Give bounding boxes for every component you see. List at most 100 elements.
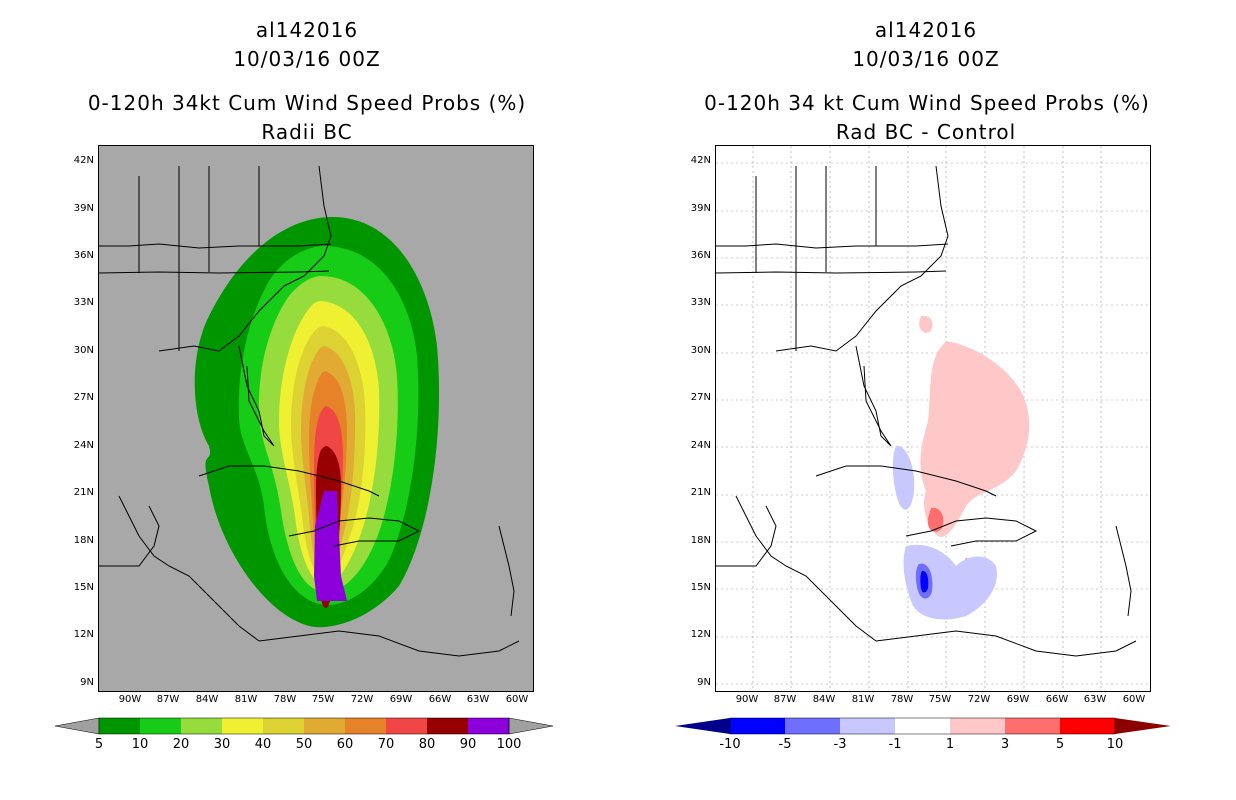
cbar-label: 90 xyxy=(459,737,477,752)
lon-label: 84W xyxy=(195,694,219,705)
lat-label: 33N xyxy=(73,297,94,308)
lon-label: 75W xyxy=(311,694,335,705)
cbar-label: 5 xyxy=(94,737,104,752)
left-cbar-over-arrow xyxy=(508,717,554,735)
right-title: 0-120h 34 kt Cum Wind Speed Probs (%) xyxy=(704,91,1150,115)
lat-label: 9N xyxy=(80,677,94,688)
cbar-label: 10 xyxy=(131,737,149,752)
lat-label: 15N xyxy=(690,582,711,593)
cbar-label: -3 xyxy=(833,737,847,752)
left-datetime: 10/03/16 00Z xyxy=(233,47,381,71)
right-coastlines xyxy=(716,165,1137,657)
right-cbar-p3-p5 xyxy=(1005,718,1060,734)
cbar-label: 50 xyxy=(295,737,313,752)
lon-label: 78W xyxy=(890,694,914,705)
lon-label: 72W xyxy=(967,694,991,705)
right-cbar-p5-p10 xyxy=(1060,718,1115,734)
lat-label: 12N xyxy=(690,629,711,640)
left-cbar-50-60 xyxy=(304,718,345,734)
lat-label: 21N xyxy=(690,487,711,498)
left-title: 0-120h 34kt Cum Wind Speed Probs (%) xyxy=(87,91,527,115)
right-datetime: 10/03/16 00Z xyxy=(852,47,1000,71)
cbar-label: 40 xyxy=(254,737,272,752)
lon-label: 78W xyxy=(273,694,297,705)
lon-label: 63W xyxy=(466,694,490,705)
lon-label: 81W xyxy=(234,694,258,705)
right-cbar-under-arrow xyxy=(675,718,730,734)
right-colorbar xyxy=(675,717,1171,735)
lat-label: 42N xyxy=(690,155,711,166)
lon-label: 60W xyxy=(1122,694,1146,705)
cbar-label: 80 xyxy=(418,737,436,752)
diff-negative-west xyxy=(892,445,915,510)
cbar-label: 30 xyxy=(213,737,231,752)
diff-positive-light xyxy=(920,341,1030,537)
cbar-label: 1 xyxy=(945,737,955,752)
left-cbar-70-80 xyxy=(386,718,427,734)
left-cbar-20-30 xyxy=(181,718,222,734)
right-cbar-over-arrow xyxy=(1115,718,1171,734)
left-map-svg xyxy=(99,146,533,691)
lat-label: 39N xyxy=(73,203,94,214)
cbar-label: 60 xyxy=(336,737,354,752)
lat-label: 18N xyxy=(73,535,94,546)
lon-label: 72W xyxy=(350,694,374,705)
cbar-label: -10 xyxy=(719,737,741,752)
left-subtitle: Radii BC xyxy=(261,120,353,144)
right-map xyxy=(715,145,1151,692)
lon-label: 90W xyxy=(735,694,759,705)
lat-label: 21N xyxy=(73,487,94,498)
lat-label: 15N xyxy=(73,582,94,593)
diff-negative-strong xyxy=(920,570,929,593)
lat-label: 12N xyxy=(73,629,94,640)
right-cbar-n5-n3 xyxy=(785,718,840,734)
diff-positive-medium xyxy=(927,507,944,532)
cbar-label: 5 xyxy=(1055,737,1065,752)
cbar-label: 20 xyxy=(172,737,190,752)
lon-label: 87W xyxy=(156,694,180,705)
lat-label: 33N xyxy=(690,297,711,308)
left-cbar-5-10 xyxy=(99,718,140,734)
cbar-label: 3 xyxy=(1000,737,1010,752)
diff-positive-small xyxy=(919,315,933,333)
left-colorbar xyxy=(55,717,554,735)
lat-label: 24N xyxy=(690,440,711,451)
lon-label: 60W xyxy=(505,694,529,705)
lon-label: 66W xyxy=(428,694,452,705)
right-cbar-p1-p3 xyxy=(950,718,1005,734)
lat-label: 39N xyxy=(690,203,711,214)
diff-negative-light xyxy=(903,544,997,620)
lat-label: 24N xyxy=(73,440,94,451)
right-cbar-n1-p1 xyxy=(895,718,950,734)
right-storm-id: al142016 xyxy=(874,18,978,42)
lat-label: 36N xyxy=(690,250,711,261)
right-map-svg xyxy=(716,146,1150,691)
cbar-label: -1 xyxy=(888,737,902,752)
right-subtitle: Rad BC - Control xyxy=(835,120,1017,144)
left-cbar-80-90 xyxy=(427,718,468,734)
cbar-label: 100 xyxy=(496,737,522,752)
right-cbar-n10-n5 xyxy=(730,718,785,734)
lon-label: 87W xyxy=(773,694,797,705)
lon-label: 69W xyxy=(389,694,413,705)
lon-label: 81W xyxy=(851,694,875,705)
left-cbar-10-20 xyxy=(140,718,181,734)
left-coastlines xyxy=(99,165,520,657)
prob-band-90 xyxy=(314,491,347,601)
lon-label: 75W xyxy=(928,694,952,705)
lon-label: 63W xyxy=(1083,694,1107,705)
lat-label: 36N xyxy=(73,250,94,261)
lat-label: 18N xyxy=(690,535,711,546)
left-cbar-under-arrow xyxy=(55,717,100,735)
lon-label: 66W xyxy=(1045,694,1069,705)
left-cbar-40-50 xyxy=(263,718,304,734)
lat-label: 9N xyxy=(697,677,711,688)
lon-label: 69W xyxy=(1006,694,1030,705)
lon-label: 84W xyxy=(812,694,836,705)
left-storm-id: al142016 xyxy=(255,18,359,42)
cbar-label: 10 xyxy=(1106,737,1124,752)
lat-label: 30N xyxy=(73,345,94,356)
left-map xyxy=(98,145,534,692)
right-cbar-n3-n1 xyxy=(840,718,895,734)
lat-label: 30N xyxy=(690,345,711,356)
